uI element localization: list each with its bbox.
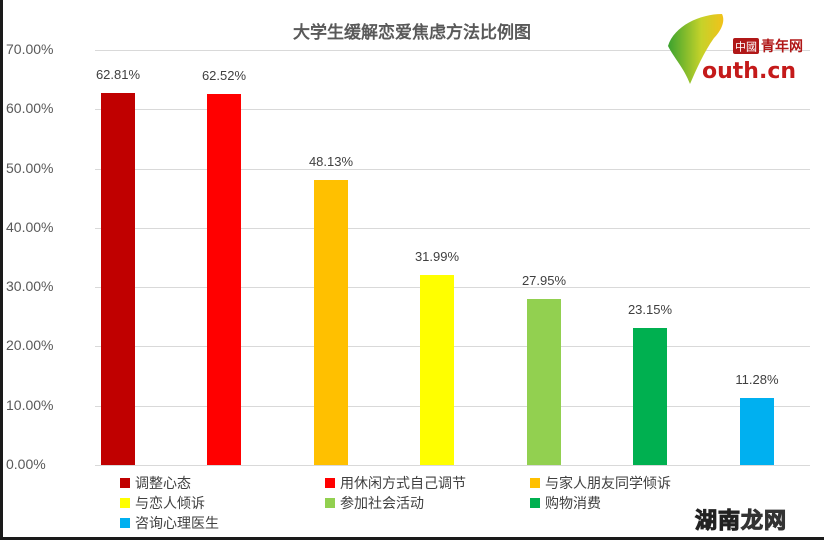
gridline — [95, 227, 810, 229]
logo-name: 青年网 — [761, 38, 803, 55]
legend-label: 调整心态 — [135, 476, 191, 492]
legend-item: 用休闲方式自己调节 — [325, 473, 466, 493]
y-tick-label: 70.00% — [6, 41, 54, 57]
legend-item: 调整心态 — [120, 473, 191, 493]
value-label: 62.52% — [201, 68, 247, 84]
bar-2 — [207, 94, 241, 465]
legend-label: 购物消费 — [545, 496, 601, 512]
legend-label: 与家人朋友同学倾诉 — [545, 476, 671, 492]
y-tick-label: 40.00% — [6, 218, 54, 235]
gridline — [95, 465, 810, 466]
ginkgo-leaf-icon — [668, 14, 724, 84]
legend-label: 与恋人倾诉 — [135, 496, 205, 512]
watermark: 湖南龙网 — [694, 503, 788, 535]
youth-cn-logo: 中國 青年网 outh.cn — [668, 14, 803, 84]
legend-swatch-icon — [530, 498, 540, 508]
bar-5 — [527, 299, 561, 465]
legend-item: 购物消费 — [530, 493, 601, 513]
bar-7 — [740, 398, 774, 465]
legend-item: 与恋人倾诉 — [120, 493, 205, 513]
gridline — [95, 168, 810, 170]
legend-swatch-icon — [530, 478, 540, 488]
value-label: 62.81% — [95, 66, 141, 82]
y-tick-label: 0.00% — [6, 456, 46, 472]
value-label: 23.15% — [627, 301, 673, 317]
y-tick-label: 10.00% — [6, 396, 54, 413]
bar-6 — [633, 327, 667, 465]
legend-label: 咨询心理医生 — [135, 516, 219, 532]
legend-swatch-icon — [120, 478, 130, 488]
value-label: 48.13% — [308, 153, 354, 169]
logo-domain: outh.cn — [702, 59, 796, 84]
bar-3 — [314, 179, 348, 465]
legend-swatch-icon — [325, 498, 335, 508]
logo-badge: 中國 — [735, 41, 757, 54]
value-label: 31.99% — [414, 249, 460, 265]
legend-swatch-icon — [120, 498, 130, 508]
legend-item: 咨询心理医生 — [120, 513, 219, 533]
gridline — [95, 50, 810, 51]
y-tick-label: 20.00% — [6, 337, 54, 354]
watermark-part2: 龙网 — [741, 509, 788, 535]
y-tick-label: 50.00% — [6, 159, 54, 176]
legend-label: 用休闲方式自己调节 — [340, 476, 466, 492]
value-label: 11.28% — [735, 372, 779, 388]
legend-item: 参加社会活动 — [325, 493, 424, 513]
value-label: 27.95% — [521, 273, 567, 289]
y-tick-label: 30.00% — [6, 278, 54, 295]
legend-item: 与家人朋友同学倾诉 — [530, 473, 671, 493]
y-tick-label: 60.00% — [6, 100, 54, 117]
bar-4 — [420, 275, 454, 465]
legend-label: 参加社会活动 — [340, 496, 424, 512]
bar-1 — [101, 92, 135, 465]
legend-swatch-icon — [120, 518, 130, 528]
gridline — [95, 109, 810, 111]
chart-title: 大学生缓解恋爱焦虑方法比例图 — [293, 23, 531, 43]
legend-swatch-icon — [325, 478, 335, 488]
watermark-part1: 湖南 — [694, 509, 742, 535]
